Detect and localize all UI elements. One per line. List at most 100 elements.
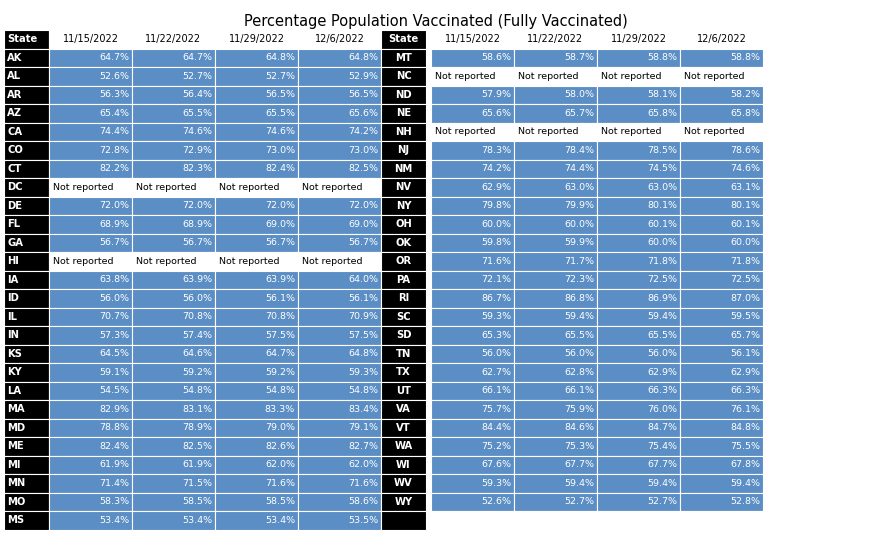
Text: 11/29/2022: 11/29/2022 [228, 34, 284, 44]
Text: WY: WY [394, 497, 412, 507]
Text: 56.1%: 56.1% [348, 294, 378, 303]
Text: 62.9%: 62.9% [730, 368, 760, 377]
Text: 62.0%: 62.0% [348, 460, 378, 469]
Text: 71.8%: 71.8% [647, 257, 677, 266]
Text: 59.5%: 59.5% [730, 312, 760, 321]
Bar [4, 67, 49, 85]
Text: 59.4%: 59.4% [647, 312, 677, 321]
Text: Not reported: Not reported [518, 127, 578, 136]
Bar [381, 270, 426, 289]
Bar [381, 400, 426, 419]
Bar [132, 141, 215, 160]
Bar [4, 215, 49, 233]
Bar [215, 511, 298, 529]
Bar [49, 363, 132, 382]
Text: HI: HI [7, 256, 19, 266]
Bar [597, 326, 680, 344]
Text: 58.2%: 58.2% [730, 90, 760, 99]
Bar [514, 178, 597, 197]
Text: 75.7%: 75.7% [481, 405, 511, 414]
Text: 76.0%: 76.0% [647, 405, 677, 414]
Text: 62.7%: 62.7% [481, 368, 511, 377]
Bar [680, 289, 763, 307]
Bar [49, 233, 132, 252]
Text: 57.5%: 57.5% [265, 331, 295, 340]
Bar [431, 511, 514, 529]
Text: 84.7%: 84.7% [647, 423, 677, 432]
Text: 52.9%: 52.9% [348, 72, 378, 81]
Text: 59.3%: 59.3% [480, 312, 511, 321]
Bar [597, 474, 680, 493]
Text: CA: CA [7, 127, 22, 137]
Text: 60.1%: 60.1% [730, 220, 760, 229]
Text: 63.9%: 63.9% [265, 275, 295, 284]
Bar [680, 270, 763, 289]
Bar [49, 493, 132, 511]
Bar [381, 474, 426, 493]
Text: 65.8%: 65.8% [730, 109, 760, 118]
Bar [431, 104, 514, 123]
Text: 57.3%: 57.3% [99, 331, 129, 340]
Text: 53.4%: 53.4% [99, 516, 129, 525]
Text: MA: MA [7, 404, 24, 414]
Text: 78.9%: 78.9% [182, 423, 212, 432]
Bar [4, 493, 49, 511]
Bar [514, 437, 597, 456]
Bar [4, 363, 49, 382]
Text: 62.0%: 62.0% [265, 460, 295, 469]
Bar [514, 160, 597, 178]
Text: 84.6%: 84.6% [564, 423, 594, 432]
Bar [597, 289, 680, 307]
Text: 64.6%: 64.6% [182, 349, 212, 358]
Text: 82.4%: 82.4% [99, 442, 129, 451]
Bar [215, 160, 298, 178]
Bar [4, 326, 49, 344]
Text: OH: OH [395, 219, 412, 229]
Bar [680, 511, 763, 529]
Text: 60.1%: 60.1% [647, 220, 677, 229]
Text: 64.7%: 64.7% [182, 53, 212, 62]
Text: 58.0%: 58.0% [564, 90, 594, 99]
Bar [431, 344, 514, 363]
Text: 78.3%: 78.3% [480, 146, 511, 155]
Bar [4, 382, 49, 400]
Bar [298, 437, 381, 456]
Text: Not reported: Not reported [53, 183, 113, 192]
Bar [597, 141, 680, 160]
Bar [49, 437, 132, 456]
Text: 72.0%: 72.0% [99, 201, 129, 210]
Text: 80.1%: 80.1% [730, 201, 760, 210]
Text: 71.7%: 71.7% [564, 257, 594, 266]
Text: 59.2%: 59.2% [182, 368, 212, 377]
Bar [514, 474, 597, 493]
Bar [215, 289, 298, 307]
Text: 62.9%: 62.9% [481, 183, 511, 192]
Bar [49, 160, 132, 178]
Bar [298, 400, 381, 419]
Bar [132, 270, 215, 289]
Text: 73.0%: 73.0% [348, 146, 378, 155]
Text: 72.1%: 72.1% [481, 275, 511, 284]
Bar [680, 382, 763, 400]
Bar [381, 30, 426, 48]
Bar [49, 270, 132, 289]
Text: 80.1%: 80.1% [647, 201, 677, 210]
Text: 75.4%: 75.4% [647, 442, 677, 451]
Text: 11/15/2022: 11/15/2022 [63, 34, 119, 44]
Text: 58.8%: 58.8% [647, 53, 677, 62]
Bar [4, 233, 49, 252]
Bar [49, 197, 132, 215]
Bar [680, 400, 763, 419]
Text: 78.8%: 78.8% [99, 423, 129, 432]
Bar [49, 344, 132, 363]
Text: 66.3%: 66.3% [647, 386, 677, 395]
Bar [4, 123, 49, 141]
Bar [431, 85, 514, 104]
Text: 78.5%: 78.5% [647, 146, 677, 155]
Text: 56.1%: 56.1% [265, 294, 295, 303]
Bar [132, 123, 215, 141]
Bar [4, 511, 49, 529]
Bar [680, 48, 763, 67]
Text: 11/22/2022: 11/22/2022 [146, 34, 201, 44]
Text: 62.8%: 62.8% [564, 368, 594, 377]
